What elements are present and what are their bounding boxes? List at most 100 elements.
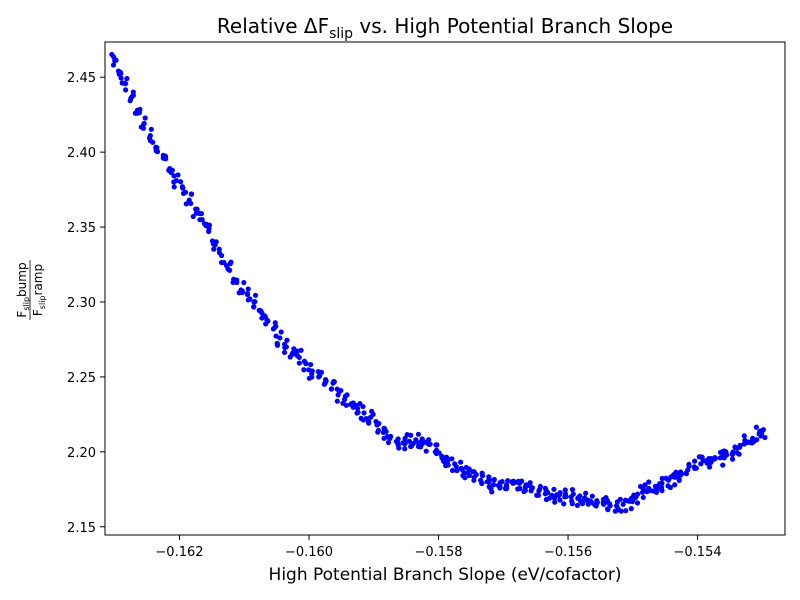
data-point bbox=[284, 337, 290, 343]
data-point bbox=[423, 448, 429, 454]
data-point bbox=[256, 307, 262, 313]
data-point bbox=[676, 475, 682, 482]
data-point bbox=[434, 442, 440, 448]
data-point bbox=[296, 360, 302, 366]
data-point bbox=[589, 493, 595, 499]
data-point bbox=[241, 279, 247, 286]
data-point bbox=[581, 498, 587, 504]
data-point bbox=[355, 409, 361, 416]
data-point bbox=[277, 335, 283, 341]
y-num-sub: slip bbox=[22, 297, 31, 311]
data-point bbox=[245, 297, 251, 303]
x-tick-label: −0.160 bbox=[285, 545, 333, 560]
data-point bbox=[323, 378, 329, 384]
data-point bbox=[147, 138, 154, 144]
data-point bbox=[537, 483, 543, 490]
data-point bbox=[402, 441, 408, 447]
data-point bbox=[171, 179, 177, 185]
data-point bbox=[148, 126, 154, 132]
data-point bbox=[308, 361, 314, 368]
data-point bbox=[141, 120, 147, 127]
data-point bbox=[658, 485, 665, 491]
data-point bbox=[444, 459, 450, 465]
data-point bbox=[160, 152, 166, 158]
data-point bbox=[463, 464, 469, 471]
data-point bbox=[265, 318, 271, 324]
data-point bbox=[459, 466, 465, 473]
data-point bbox=[443, 454, 450, 460]
data-point bbox=[489, 489, 495, 495]
data-point bbox=[370, 411, 376, 417]
data-point bbox=[458, 459, 464, 465]
title-prefix: Relative ΔF bbox=[217, 14, 329, 38]
data-point bbox=[569, 498, 575, 504]
data-point bbox=[231, 276, 237, 282]
data-point bbox=[436, 450, 442, 456]
data-point bbox=[462, 475, 468, 481]
data-point bbox=[693, 465, 699, 471]
data-point bbox=[632, 495, 638, 501]
data-point bbox=[737, 442, 743, 448]
data-point bbox=[721, 455, 727, 461]
data-point bbox=[301, 367, 307, 373]
data-point bbox=[617, 496, 623, 503]
data-point bbox=[574, 502, 581, 509]
data-point bbox=[245, 286, 251, 292]
data-point bbox=[753, 424, 759, 430]
data-point bbox=[137, 106, 143, 112]
data-point bbox=[204, 221, 210, 228]
y-label-numerator: Fslipbump bbox=[15, 262, 31, 317]
data-point bbox=[366, 420, 372, 426]
data-point bbox=[634, 500, 641, 506]
data-point bbox=[228, 259, 234, 265]
data-point bbox=[360, 403, 366, 410]
data-point bbox=[180, 190, 187, 197]
data-point bbox=[213, 239, 219, 245]
data-point bbox=[396, 445, 402, 451]
data-point bbox=[466, 472, 473, 479]
data-point bbox=[605, 507, 611, 513]
data-point bbox=[723, 449, 729, 455]
data-point bbox=[642, 482, 648, 488]
y-tick-label: 2.15 bbox=[67, 521, 96, 536]
data-point bbox=[223, 263, 230, 269]
data-point bbox=[419, 441, 425, 447]
data-point bbox=[741, 433, 747, 439]
data-point bbox=[686, 461, 692, 467]
data-point bbox=[706, 464, 713, 470]
x-tick-label: −0.162 bbox=[155, 545, 203, 560]
data-point bbox=[551, 486, 557, 492]
data-point bbox=[375, 427, 382, 434]
data-point bbox=[623, 508, 629, 514]
data-point bbox=[309, 374, 315, 380]
data-point bbox=[637, 483, 644, 490]
data-point bbox=[754, 437, 760, 443]
data-point bbox=[479, 470, 485, 476]
data-point bbox=[663, 475, 669, 481]
data-point bbox=[708, 455, 714, 462]
ticks: −0.162 −0.160 −0.158 −0.156 −0.154 2.15 2.20 2.… bbox=[67, 71, 722, 560]
data-point bbox=[692, 458, 698, 464]
data-point bbox=[736, 451, 742, 457]
y-tick-label: 2.40 bbox=[67, 146, 96, 161]
title-suffix: vs. High Potential Branch Slope bbox=[353, 14, 673, 38]
data-point bbox=[272, 324, 278, 331]
data-point bbox=[741, 441, 747, 447]
data-point bbox=[552, 499, 558, 505]
data-point bbox=[491, 476, 497, 483]
x-tick-label: −0.154 bbox=[674, 545, 722, 560]
data-point bbox=[130, 89, 136, 95]
axes bbox=[104, 41, 786, 536]
data-point bbox=[657, 481, 663, 487]
data-point bbox=[402, 446, 408, 452]
title-subscript: slip bbox=[329, 26, 353, 42]
data-point bbox=[562, 491, 569, 497]
data-point bbox=[439, 455, 445, 461]
x-tick-label: −0.158 bbox=[414, 545, 462, 560]
data-point bbox=[349, 402, 355, 408]
y-den-base: F bbox=[31, 309, 45, 316]
data-point bbox=[523, 484, 529, 490]
y-axis-label: Fslipbump Fslipramp bbox=[15, 260, 47, 320]
data-point bbox=[328, 386, 334, 392]
